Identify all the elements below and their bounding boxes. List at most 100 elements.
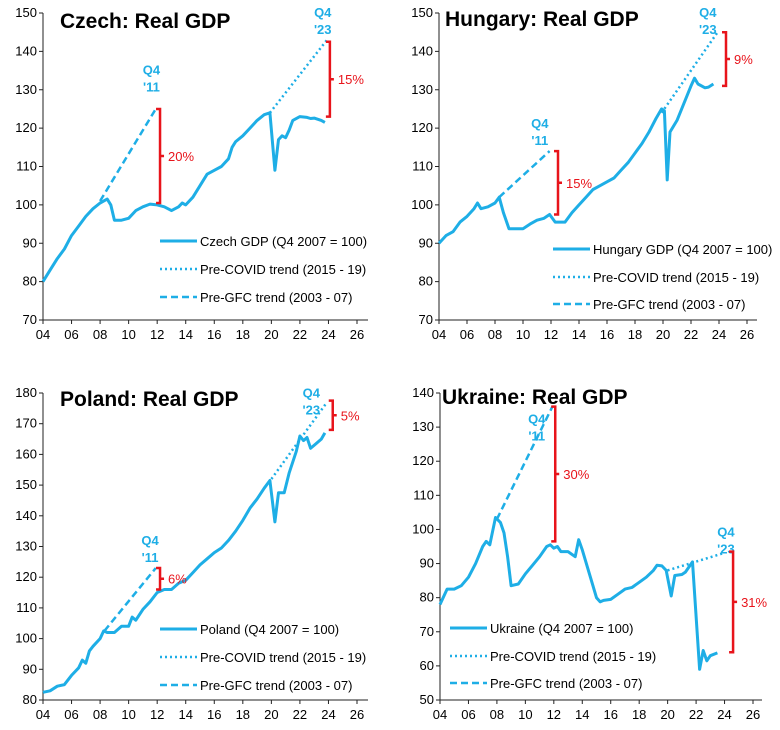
series-line-dotted — [268, 39, 328, 114]
chart-panel-ukraine: 50 60 70 80 90 100 110 120 130 140 04 06 08 10 12 14 16 1… — [412, 385, 767, 722]
y-tick-label: 90 — [23, 661, 37, 676]
quarter-label: Q4 — [303, 386, 321, 401]
x-tick-label: 12 — [150, 327, 164, 342]
x-tick-label: 06 — [460, 327, 474, 342]
gap-percent-label: 15% — [338, 72, 364, 87]
x-tick-label: 22 — [293, 707, 307, 722]
y-tick-label: 110 — [413, 487, 434, 502]
x-tick-label: 24 — [712, 327, 726, 342]
gap-bracket — [722, 30, 730, 88]
x-tick-label: 14 — [572, 327, 586, 342]
gap-bracket — [554, 149, 562, 216]
gap-percent-label: 9% — [734, 52, 753, 67]
y-tick-label: 120 — [15, 569, 37, 584]
year-label: '23 — [303, 403, 321, 418]
year-label: '11 — [143, 79, 160, 94]
x-tick-label: 08 — [93, 327, 107, 342]
x-tick-label: 12 — [547, 707, 561, 722]
x-tick-label: 26 — [350, 327, 364, 342]
x-tick-label: 04 — [433, 707, 447, 722]
gap-percent-label: 30% — [563, 467, 589, 482]
chart-title: Poland: Real GDP — [60, 388, 239, 411]
legend-label: Czech GDP (Q4 2007 = 100) — [200, 234, 367, 249]
x-tick-label: 12 — [150, 707, 164, 722]
y-tick-label: 70 — [420, 624, 434, 639]
y-tick-label: 140 — [411, 43, 433, 58]
legend-label: Hungary GDP (Q4 2007 = 100) — [593, 242, 772, 257]
y-tick-label: 140 — [15, 43, 37, 58]
quarter-label: Q4 — [314, 5, 332, 20]
x-tick-label: 14 — [575, 707, 589, 722]
series-line-dashed — [99, 108, 157, 202]
y-tick-label: 140 — [15, 508, 37, 523]
y-tick-label: 100 — [15, 631, 37, 646]
series-line-dotted — [660, 31, 719, 114]
x-tick-label: 14 — [178, 707, 192, 722]
x-tick-label: 04 — [36, 707, 50, 722]
x-tick-label: 04 — [432, 327, 446, 342]
y-tick-label: 50 — [420, 692, 434, 707]
legend-label: Pre-GFC trend (2003 - 07) — [593, 297, 745, 312]
x-tick-label: 04 — [36, 327, 50, 342]
x-tick-label: 14 — [178, 327, 192, 342]
x-tick-label: 22 — [293, 327, 307, 342]
x-tick-label: 20 — [264, 707, 278, 722]
quarter-label: Q4 — [141, 533, 159, 548]
x-tick-label: 06 — [461, 707, 475, 722]
x-tick-label: 18 — [632, 707, 646, 722]
series-line-dashed — [498, 150, 551, 199]
year-label: '11 — [531, 133, 548, 148]
x-tick-label: 16 — [207, 707, 221, 722]
chart-panel-hungary: 70 80 90 100 110 120 130 140 150 04 06 08 10 12 14 16 18… — [411, 5, 772, 342]
series-line-solid — [437, 76, 715, 245]
y-tick-label: 120 — [411, 120, 433, 135]
y-tick-label: 80 — [419, 274, 433, 289]
y-tick-label: 170 — [15, 416, 37, 431]
year-label: '11 — [142, 550, 159, 565]
x-tick-label: 20 — [656, 327, 670, 342]
series-line-solid — [438, 516, 718, 671]
x-tick-label: 22 — [689, 707, 703, 722]
y-tick-label: 160 — [15, 446, 37, 461]
y-tick-label: 100 — [411, 197, 433, 212]
y-tick-label: 180 — [15, 385, 37, 400]
gap-percent-label: 5% — [341, 408, 360, 423]
x-tick-label: 08 — [490, 707, 504, 722]
quarter-label: Q4 — [717, 524, 735, 539]
x-tick-label: 18 — [236, 707, 250, 722]
series-line-dotted — [270, 401, 329, 480]
chart-panel-poland: 80 90 100 110 120 130 140 150 160 170 180 04 06 08 10 1… — [15, 385, 368, 722]
x-tick-label: 10 — [516, 327, 530, 342]
x-tick-label: 16 — [600, 327, 614, 342]
x-tick-label: 06 — [64, 327, 78, 342]
x-tick-label: 24 — [321, 707, 335, 722]
y-tick-label: 150 — [15, 5, 37, 20]
x-tick-label: 08 — [93, 707, 107, 722]
y-tick-label: 60 — [420, 658, 434, 673]
x-tick-label: 16 — [207, 327, 221, 342]
x-tick-label: 10 — [518, 707, 532, 722]
gap-percent-label: 15% — [566, 176, 592, 191]
x-tick-label: 26 — [740, 327, 754, 342]
chart-title: Hungary: Real GDP — [445, 8, 639, 31]
y-tick-label: 110 — [16, 159, 37, 174]
y-tick-label: 100 — [15, 197, 37, 212]
y-tick-label: 130 — [15, 82, 37, 97]
y-tick-label: 110 — [16, 600, 37, 615]
x-tick-label: 24 — [717, 707, 731, 722]
y-tick-label: 80 — [420, 590, 434, 605]
y-tick-label: 130 — [412, 419, 434, 434]
quarter-label: Q4 — [699, 5, 717, 20]
x-tick-label: 08 — [488, 327, 502, 342]
x-tick-label: 24 — [321, 327, 335, 342]
legend-label: Pre-COVID trend (2015 - 19) — [490, 649, 656, 664]
x-tick-label: 22 — [684, 327, 698, 342]
x-tick-label: 26 — [746, 707, 760, 722]
series-line-dashed — [495, 406, 554, 520]
legend-label: Poland (Q4 2007 = 100) — [200, 622, 339, 637]
gap-bracket — [325, 40, 334, 118]
x-tick-label: 10 — [121, 707, 135, 722]
x-tick-label: 20 — [264, 327, 278, 342]
year-label: '23 — [314, 22, 332, 37]
